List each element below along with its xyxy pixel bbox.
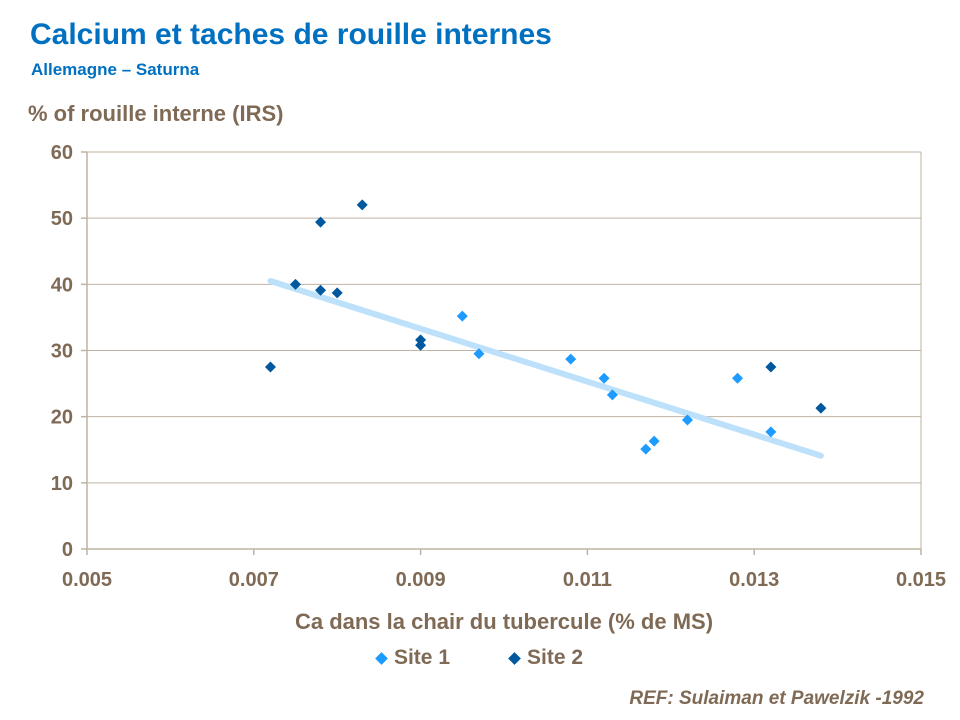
legend-item-site-1: Site 1 — [375, 646, 450, 670]
y-tick-label: 50 — [51, 208, 73, 230]
x-tick-label: 0.011 — [563, 569, 612, 591]
legend-label: Site 2 — [527, 646, 584, 669]
trendline — [267, 278, 824, 459]
data-point-site-1 — [640, 443, 652, 455]
data-point-site-1 — [473, 348, 485, 360]
data-point-site-1 — [598, 372, 610, 384]
x-tick-label: 0.009 — [396, 569, 446, 591]
legend-item-site-2: Site 2 — [508, 646, 584, 670]
chart-subtitle: Allemagne – Saturna — [31, 60, 200, 79]
legend-marker-site-2 — [508, 651, 521, 665]
legend-marker-site-1 — [375, 651, 388, 665]
chart-title: Calcium et taches de rouille internes — [30, 18, 552, 51]
data-point-site-2 — [315, 284, 327, 296]
legend: Site 1 Site 2 — [0, 646, 960, 670]
data-point-site-2 — [765, 361, 777, 373]
data-point-site-1 — [565, 353, 577, 365]
y-tick-label: 60 — [51, 142, 73, 164]
data-point-site-1 — [681, 414, 693, 426]
data-point-site-2 — [264, 361, 276, 373]
data-point-site-2 — [415, 339, 427, 351]
x-tick-label: 0.013 — [729, 569, 779, 591]
data-point-site-2 — [331, 287, 343, 299]
x-tick-label: 0.007 — [229, 569, 279, 591]
y-tick-label: 0 — [62, 539, 73, 561]
x-tick-label: 0.005 — [62, 569, 112, 591]
data-point-site-1 — [765, 426, 777, 438]
data-point-site-2 — [315, 216, 327, 228]
data-point-site-2 — [290, 278, 301, 290]
x-axis-label: Ca dans la chair du tubercule (% de MS) — [294, 609, 714, 634]
x-tick-label: 0.015 — [896, 569, 946, 591]
data-point-site-1 — [648, 435, 660, 447]
data-point-site-1 — [456, 310, 468, 322]
data-point-site-2 — [815, 402, 827, 414]
y-tick-label: 20 — [51, 407, 73, 429]
y-axis-label: % of rouille interne (IRS) — [28, 101, 284, 126]
data-point-site-1 — [732, 372, 744, 384]
data-point-site-2 — [356, 199, 368, 211]
y-tick-label: 10 — [51, 473, 73, 495]
y-tick-label: 30 — [51, 341, 73, 363]
data-point-site-1 — [606, 389, 618, 401]
reference-note: REF: Sulaiman et Pawelzik -1992 — [629, 688, 924, 709]
y-tick-label: 40 — [51, 274, 73, 296]
legend-label: Site 1 — [393, 646, 450, 669]
